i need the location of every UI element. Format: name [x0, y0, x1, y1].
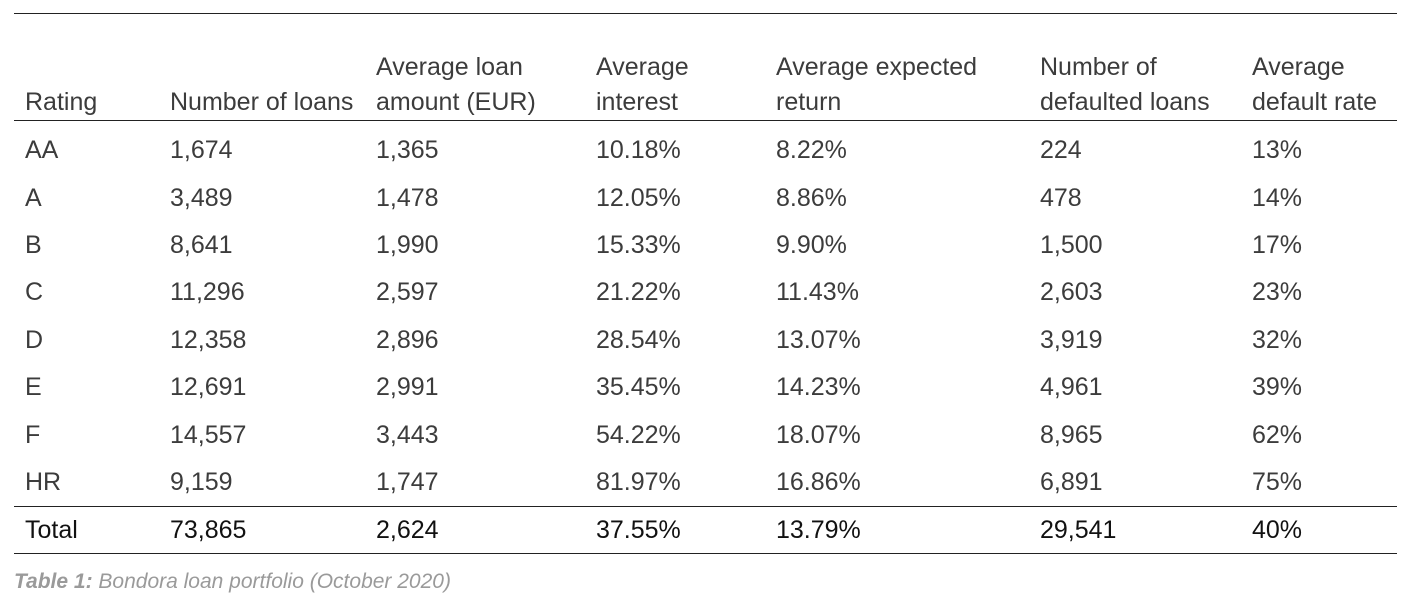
cell-average-interest: 12.05%	[596, 183, 681, 212]
cell-average-expected-return: 14.23%	[776, 373, 861, 402]
table-row: HR 9,159 1,747 81.97% 16.86% 6,891 75%	[14, 459, 1397, 507]
cell-rating: F	[25, 420, 41, 449]
cell-number-of-loans: 11,296	[170, 278, 245, 307]
table-row: C 11,296 2,597 21.22% 11.43% 2,603 23%	[14, 269, 1397, 316]
table-row: D 12,358 2,896 28.54% 13.07% 3,919 32%	[14, 317, 1397, 364]
cell-average-expected-return: 11.43%	[776, 278, 859, 307]
table-header: Rating Number of loans Average loan amou…	[14, 13, 1397, 121]
cell-average-loan-amount: 1,990	[376, 230, 439, 259]
cell-average-loan-amount: 2,991	[376, 373, 439, 402]
cell-number-of-loans: 12,358	[170, 325, 247, 354]
cell-average-expected-return: 8.86%	[776, 183, 847, 212]
cell-average-expected-return: 13.07%	[776, 325, 861, 354]
cell-average-loan-amount: 1,365	[376, 136, 439, 165]
cell-average-interest: 21.22%	[596, 278, 681, 307]
total-average-interest: 37.55%	[596, 516, 681, 545]
table-row: E 12,691 2,991 35.45% 14.23% 4,961 39%	[14, 364, 1397, 411]
caption-text: Bondora loan portfolio (October 2020)	[92, 570, 451, 593]
cell-average-interest: 35.45%	[596, 373, 681, 402]
cell-rating: C	[25, 278, 44, 307]
cell-number-of-defaulted-loans: 4,961	[1040, 373, 1103, 402]
table-row: A 3,489 1,478 12.05% 8.86% 478 14%	[14, 174, 1397, 221]
cell-rating: D	[25, 325, 44, 354]
total-average-default-rate: 40%	[1252, 516, 1303, 545]
cell-number-of-loans: 12,691	[170, 373, 247, 402]
cell-number-of-defaulted-loans: 478	[1040, 183, 1082, 212]
header-number-of-defaulted-loans: Number of defaulted loans	[1040, 53, 1210, 116]
cell-average-expected-return: 8.22%	[776, 136, 847, 165]
total-average-expected-return: 13.79%	[776, 516, 861, 545]
cell-average-default-rate: 23%	[1252, 278, 1303, 307]
cell-average-interest: 10.18%	[596, 136, 681, 165]
cell-number-of-defaulted-loans: 6,891	[1040, 467, 1103, 496]
cell-average-interest: 54.22%	[596, 420, 681, 449]
cell-average-default-rate: 17%	[1252, 230, 1303, 259]
cell-rating: A	[25, 183, 42, 212]
cell-number-of-loans: 8,641	[170, 230, 233, 259]
cell-average-expected-return: 16.86%	[776, 467, 861, 496]
cell-average-loan-amount: 1,478	[376, 183, 439, 212]
cell-number-of-defaulted-loans: 2,603	[1040, 278, 1103, 307]
table-body: AA 1,674 1,365 10.18% 8.22% 224 13% A 3,…	[14, 121, 1397, 507]
cell-average-expected-return: 9.90%	[776, 230, 847, 259]
total-label: Total	[25, 516, 78, 545]
cell-rating: B	[25, 230, 42, 259]
cell-average-default-rate: 13%	[1252, 136, 1303, 165]
cell-rating: AA	[25, 136, 59, 165]
table-row: F 14,557 3,443 54.22% 18.07% 8,965 62%	[14, 411, 1397, 458]
header-rating: Rating	[25, 88, 98, 116]
cell-rating: E	[25, 373, 42, 402]
loan-portfolio-table-container: Rating Number of loans Average loan amou…	[14, 13, 1397, 554]
cell-average-expected-return: 18.07%	[776, 420, 861, 449]
cell-average-interest: 28.54%	[596, 325, 681, 354]
cell-rating: HR	[25, 467, 62, 496]
caption-label: Table 1:	[14, 570, 93, 593]
table-caption: Table 1: Bondora loan portfolio (October…	[14, 570, 451, 594]
total-number-of-defaulted-loans: 29,541	[1040, 516, 1117, 545]
cell-average-loan-amount: 3,443	[376, 420, 439, 449]
header-average-expected-return: Average expected return	[776, 53, 978, 116]
cell-average-loan-amount: 1,747	[376, 467, 439, 496]
loan-portfolio-table: Rating Number of loans Average loan amou…	[14, 13, 1397, 554]
total-average-loan-amount: 2,624	[376, 516, 439, 545]
table-footer: Total 73,865 2,624 37.55% 13.79% 29,541 …	[14, 506, 1397, 554]
cell-average-default-rate: 39%	[1252, 373, 1303, 402]
total-row: Total 73,865 2,624 37.55% 13.79% 29,541 …	[14, 506, 1397, 554]
header-row: Rating Number of loans Average loan amou…	[14, 13, 1397, 121]
header-average-default-rate: Average default rate	[1252, 53, 1378, 116]
cell-number-of-loans: 9,159	[170, 467, 233, 496]
total-number-of-loans: 73,865	[170, 516, 247, 545]
cell-average-default-rate: 75%	[1252, 467, 1303, 496]
table-row: B 8,641 1,990 15.33% 9.90% 1,500 17%	[14, 222, 1397, 269]
cell-number-of-loans: 3,489	[170, 183, 233, 212]
cell-number-of-defaulted-loans: 1,500	[1040, 230, 1103, 259]
cell-number-of-loans: 1,674	[170, 136, 233, 165]
header-number-of-loans: Number of loans	[170, 88, 354, 116]
cell-average-default-rate: 62%	[1252, 420, 1303, 449]
cell-number-of-defaulted-loans: 224	[1040, 136, 1082, 165]
cell-number-of-loans: 14,557	[170, 420, 247, 449]
cell-number-of-defaulted-loans: 3,919	[1040, 325, 1103, 354]
cell-average-interest: 81.97%	[596, 467, 681, 496]
cell-average-loan-amount: 2,597	[376, 278, 439, 307]
cell-number-of-defaulted-loans: 8,965	[1040, 420, 1103, 449]
header-average-loan-amount: Average loan amount (EUR)	[376, 53, 536, 116]
table-row: AA 1,674 1,365 10.18% 8.22% 224 13%	[14, 121, 1397, 175]
cell-average-interest: 15.33%	[596, 230, 681, 259]
cell-average-default-rate: 14%	[1252, 183, 1303, 212]
header-average-interest: Average interest	[596, 53, 689, 116]
cell-average-default-rate: 32%	[1252, 325, 1303, 354]
cell-average-loan-amount: 2,896	[376, 325, 439, 354]
